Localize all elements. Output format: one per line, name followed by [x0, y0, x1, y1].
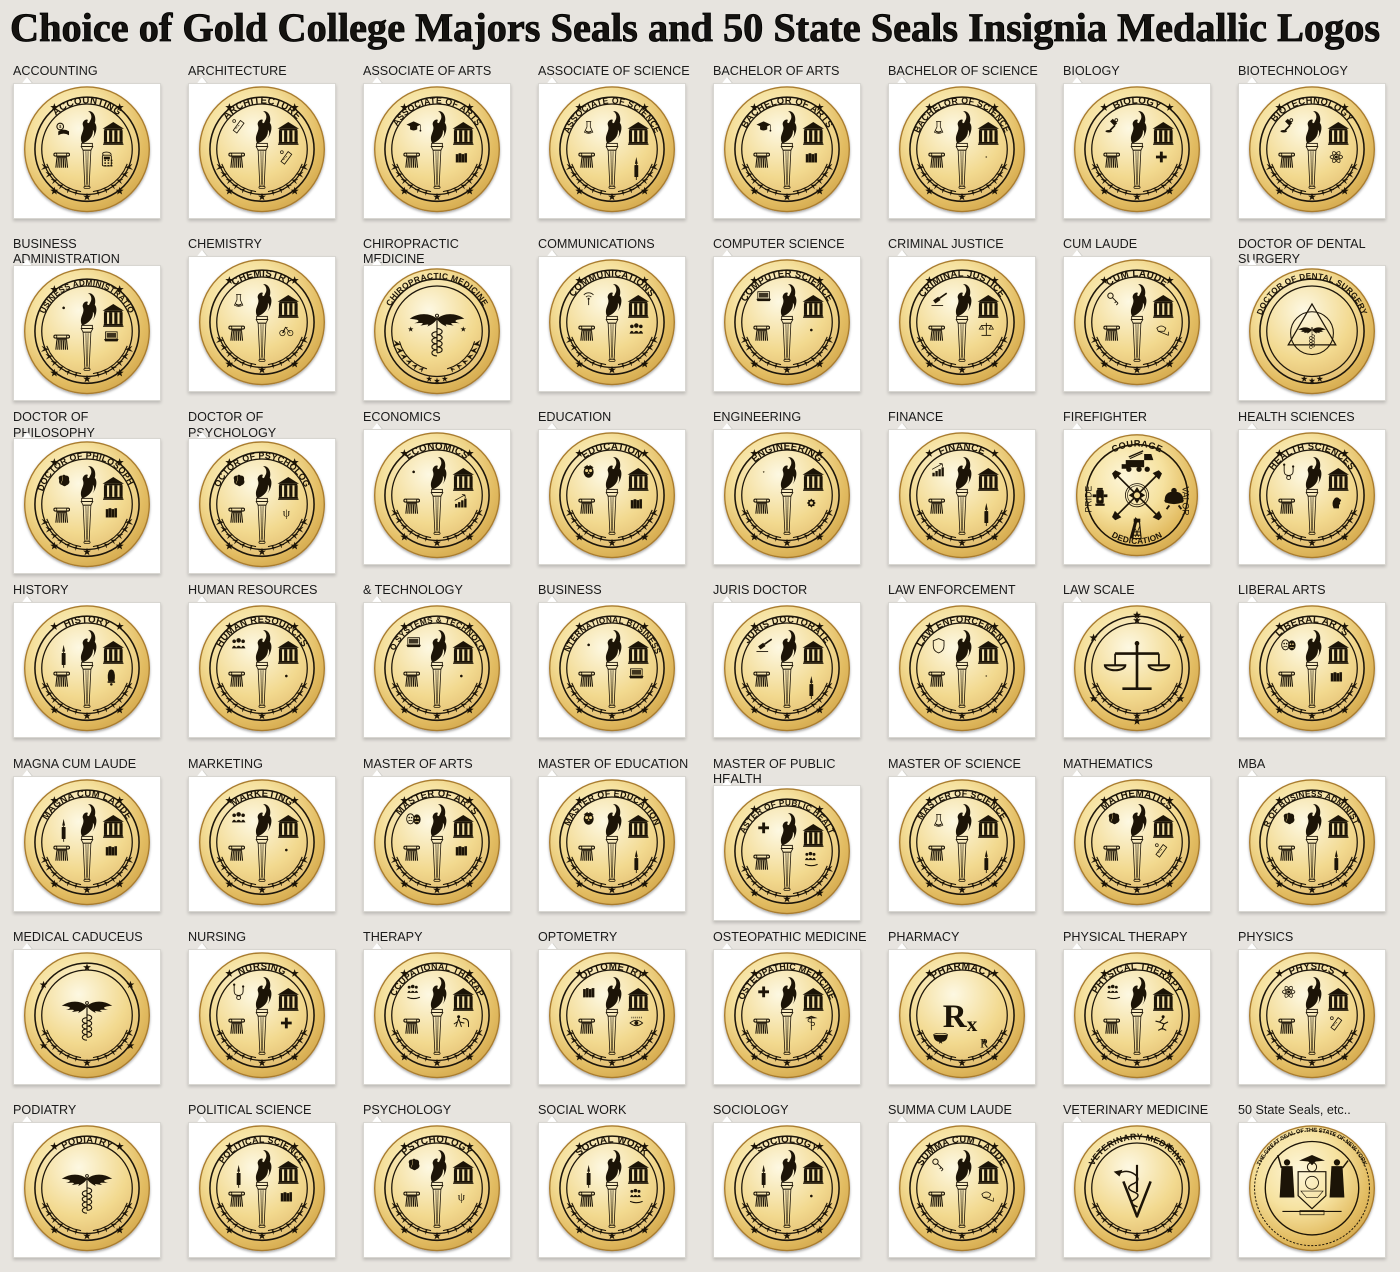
svg-text:VALOR: VALOR	[1181, 487, 1191, 516]
svg-text:PRIDE: PRIDE	[1083, 486, 1093, 513]
svg-text:ψ: ψ	[283, 507, 291, 520]
svg-text:R: R	[980, 1036, 989, 1050]
svg-text:ψ: ψ	[458, 1190, 466, 1203]
